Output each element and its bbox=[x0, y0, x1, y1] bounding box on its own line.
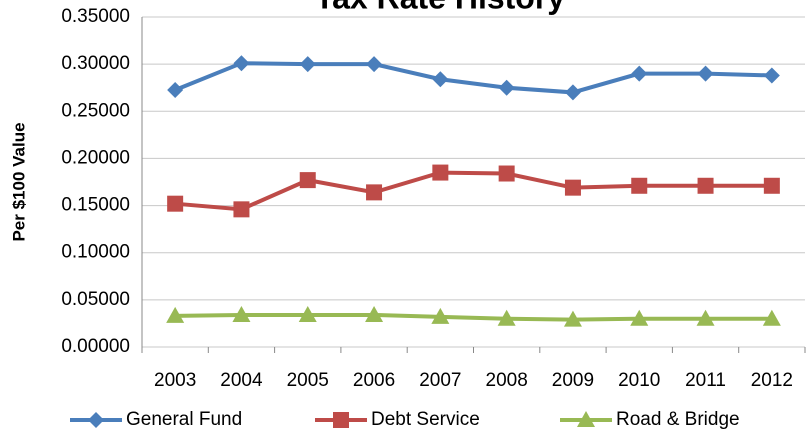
marker bbox=[497, 309, 516, 326]
marker bbox=[631, 65, 648, 82]
marker bbox=[167, 195, 184, 212]
marker bbox=[498, 79, 515, 96]
marker bbox=[762, 309, 781, 326]
series-line bbox=[174, 170, 772, 212]
marker bbox=[431, 307, 450, 324]
marker bbox=[696, 309, 715, 326]
marker bbox=[432, 164, 449, 181]
marker bbox=[697, 65, 714, 82]
marker bbox=[697, 177, 714, 194]
marker bbox=[167, 81, 184, 98]
marker bbox=[233, 55, 250, 72]
y-tick-label: 0.30000 bbox=[61, 53, 130, 74]
x-tick-label: 2004 bbox=[220, 370, 263, 391]
legend-label: Debt Service bbox=[371, 409, 480, 430]
marker bbox=[564, 84, 581, 101]
x-tick-label: 2003 bbox=[154, 370, 196, 391]
marker bbox=[232, 305, 251, 322]
y-tick-label: 0.10000 bbox=[61, 242, 130, 263]
marker bbox=[631, 177, 648, 194]
legend-label: General Fund bbox=[126, 409, 242, 430]
marker bbox=[365, 305, 384, 322]
marker bbox=[763, 177, 780, 194]
y-tick-label: 0.05000 bbox=[61, 289, 130, 310]
marker bbox=[564, 179, 581, 196]
x-tick-label: 2006 bbox=[353, 370, 395, 391]
marker bbox=[498, 165, 515, 182]
marker bbox=[298, 305, 317, 322]
y-tick-label: 0.20000 bbox=[61, 147, 130, 168]
x-tick-label: 2008 bbox=[486, 370, 528, 391]
y-tick-label: 0.35000 bbox=[61, 6, 130, 27]
legend-marker bbox=[333, 412, 349, 428]
marker bbox=[299, 172, 316, 189]
marker bbox=[763, 67, 780, 84]
marker bbox=[166, 306, 185, 323]
legend-label: Road & Bridge bbox=[616, 409, 740, 430]
marker bbox=[366, 184, 383, 201]
x-tick-label: 2010 bbox=[618, 370, 660, 391]
x-tick-label: 2012 bbox=[751, 370, 793, 391]
x-tick-label: 2011 bbox=[685, 370, 726, 391]
marker bbox=[563, 310, 582, 327]
chart-title: Tax Rate History bbox=[315, 0, 565, 15]
x-tick-label: 2007 bbox=[419, 370, 461, 391]
series-line bbox=[174, 61, 772, 95]
y-axis-label: Per $100 Value bbox=[9, 122, 28, 241]
marker bbox=[630, 309, 649, 326]
x-tick-label: 2009 bbox=[552, 370, 594, 391]
marker bbox=[366, 56, 383, 73]
marker bbox=[299, 56, 316, 73]
marker bbox=[432, 71, 449, 88]
y-tick-label: 0.00000 bbox=[61, 336, 130, 357]
legend-marker bbox=[577, 411, 595, 427]
x-tick-label: 2005 bbox=[287, 370, 329, 391]
legend-marker bbox=[88, 412, 104, 428]
series-line bbox=[175, 312, 772, 322]
y-tick-label: 0.15000 bbox=[61, 195, 130, 216]
y-tick-label: 0.25000 bbox=[61, 100, 130, 121]
marker bbox=[233, 201, 250, 218]
